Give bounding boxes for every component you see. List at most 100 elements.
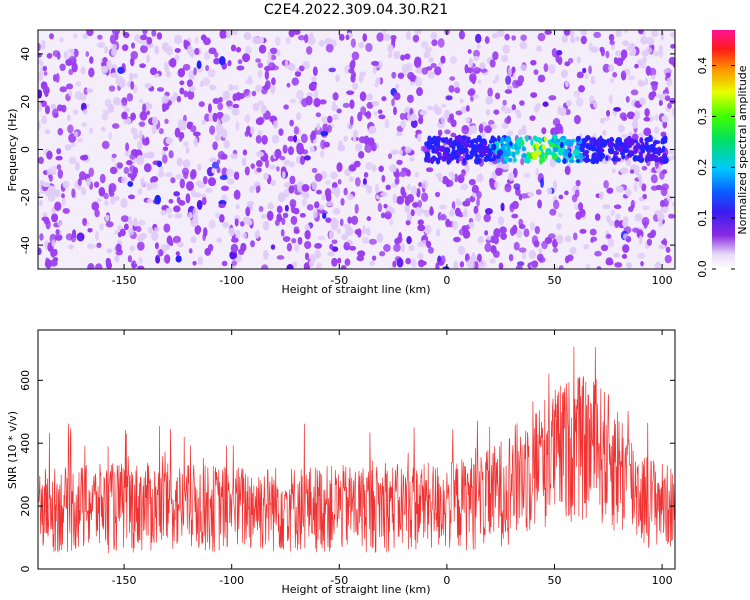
spectrogram-cell (120, 198, 128, 208)
spectrogram-cell (136, 234, 145, 243)
spectrogram-cell (427, 246, 434, 254)
spectrogram-cell (457, 174, 465, 184)
spectrogram-cell (209, 84, 217, 91)
spectrogram-cell (271, 77, 276, 86)
spectrogram-cell (327, 115, 333, 124)
spectrogram-cell (119, 228, 126, 237)
spectrogram-cell (308, 82, 317, 91)
spectrogram-cell (320, 139, 326, 150)
spectrogram-cell (160, 209, 167, 216)
y-tick-label: 40 (19, 47, 32, 61)
spectrogram-cell (301, 198, 307, 207)
spectrogram-cell (424, 224, 432, 235)
spectrogram-cell (431, 149, 436, 154)
spectrogram-cell (197, 163, 202, 171)
spectrogram-cell (597, 150, 603, 157)
spectrogram-cell (287, 63, 296, 72)
spectrogram-cell (82, 218, 88, 227)
spectrogram-cell (235, 46, 242, 53)
spectrogram-panel: -150 -100 -50 0 50 100 -40 -20 0 20 40 Height of … (6, 29, 676, 296)
spectrogram-cell (319, 150, 325, 158)
spectrogram-cell (365, 185, 373, 194)
spectrogram-cell (231, 253, 238, 259)
spectrogram-cell (208, 177, 216, 187)
spectrogram-cell (501, 105, 506, 112)
spectrogram-cell (384, 211, 392, 220)
spectrogram-cell (668, 213, 675, 219)
spectrogram-cell (68, 56, 77, 66)
spectrogram-cell (477, 79, 482, 84)
spectrogram-cell (157, 171, 165, 178)
spectrogram-cell (330, 187, 338, 195)
spectrogram-cell (270, 179, 276, 187)
spectrogram-cell (53, 74, 57, 82)
spectrogram-cell (471, 184, 480, 195)
spectrogram-cell (128, 72, 134, 81)
spectrogram-cell (133, 217, 138, 227)
spectrogram-cell (306, 46, 313, 55)
spectrogram-cell (104, 200, 109, 207)
spectrogram-cell (646, 238, 653, 246)
spectrogram-cell (579, 144, 586, 149)
spectrogram-cell (73, 131, 79, 137)
spectrogram-cell (505, 75, 512, 86)
spectrogram-cell (437, 129, 443, 137)
spectrogram-cell (331, 104, 338, 112)
spectrogram-cell (299, 155, 306, 165)
spectrogram-cell (305, 95, 313, 106)
spectrogram-cell (625, 96, 630, 103)
spectrogram-cell (456, 142, 463, 150)
spectrogram-cell (374, 183, 380, 194)
spectrogram-cell (392, 260, 397, 268)
spectrogram-cell (38, 89, 43, 99)
spectrogram-cell (382, 30, 387, 34)
spectrogram-cell (458, 30, 465, 40)
spectrogram-cell (281, 171, 286, 179)
spectrogram-cell (383, 33, 391, 41)
spectrogram-cell (629, 169, 635, 174)
spectrogram-cell (78, 171, 87, 181)
spectrogram-cell (109, 34, 117, 45)
spectrogram-cell (639, 97, 646, 106)
spectrogram-cell (138, 121, 146, 127)
spectrogram-cell (438, 62, 443, 67)
spectrogram-cell (236, 65, 245, 71)
snr-x-ticks: -150 -100 -50 0 50 100 (112, 330, 673, 587)
spectrogram-cell (409, 113, 417, 122)
spectrogram-cell (367, 137, 375, 147)
spectrogram-cell (588, 65, 592, 75)
spectrogram-cell (498, 216, 504, 226)
spectrogram-cell (296, 112, 302, 121)
spectrogram-cell (89, 127, 94, 135)
spectrogram-cell (504, 89, 513, 94)
spectrogram-cell (230, 243, 239, 254)
spectrogram-cell (156, 160, 163, 168)
colorbar-label: Normalized spectral amplitude (736, 65, 749, 234)
spectrogram-cell (127, 255, 133, 263)
spectrogram-cell (232, 85, 239, 91)
spectrogram-cell (286, 243, 293, 252)
spectrogram-cell (166, 235, 173, 245)
spectrogram-cell (584, 158, 591, 163)
spectrogram-cell (44, 89, 49, 97)
spectrogram-cell (308, 260, 315, 267)
spectrogram-cell (255, 117, 264, 126)
spectrogram-cell (494, 92, 501, 100)
spectrogram-cell (94, 231, 100, 241)
spectrogram-cell (121, 111, 128, 120)
spectrogram-cell (258, 100, 264, 107)
spectrogram-cell (567, 151, 572, 158)
spectrogram-cell (134, 34, 141, 43)
spectrogram-cell (291, 238, 297, 244)
spectrogram-cell (440, 55, 446, 64)
spectrogram-cell (257, 62, 264, 69)
spectrogram-cell (289, 98, 297, 104)
spectrogram-cell (625, 159, 632, 167)
spectrogram-cell (276, 213, 282, 223)
spectrogram-cell (226, 30, 232, 39)
spectrogram-cell (505, 135, 512, 143)
spectrogram-cell (282, 144, 288, 154)
spectrogram-cell (637, 252, 646, 259)
spectrogram-cell (642, 205, 650, 210)
spectrogram-cell (393, 92, 401, 101)
